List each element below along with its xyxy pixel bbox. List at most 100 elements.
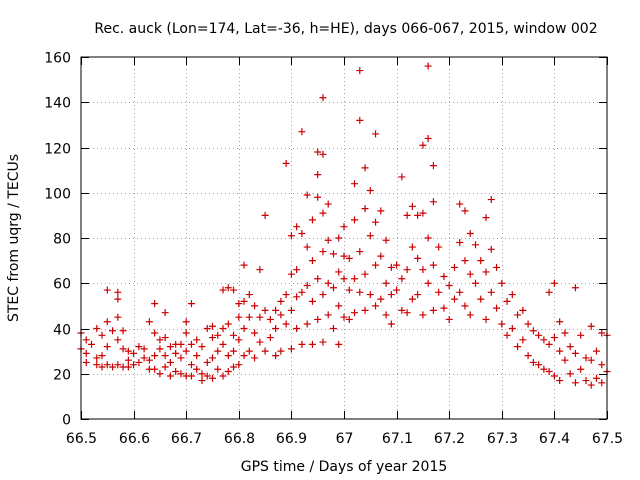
data-point xyxy=(503,331,511,339)
data-point xyxy=(414,211,422,219)
data-point xyxy=(298,229,306,237)
data-point xyxy=(535,361,543,369)
data-point xyxy=(324,311,332,319)
data-point xyxy=(177,370,185,378)
data-point xyxy=(429,198,437,206)
data-point xyxy=(351,275,359,283)
data-point xyxy=(361,270,369,278)
data-point xyxy=(361,306,369,314)
data-point xyxy=(151,300,159,308)
data-point xyxy=(372,218,380,226)
data-point xyxy=(535,331,543,339)
x-tick-label: 67 xyxy=(336,431,354,447)
data-point xyxy=(519,336,527,344)
data-point xyxy=(256,313,264,321)
data-point xyxy=(324,200,332,208)
data-point xyxy=(435,243,443,251)
data-point xyxy=(561,356,569,364)
data-point xyxy=(224,284,232,292)
data-point xyxy=(109,363,117,371)
data-point xyxy=(214,331,222,339)
data-point xyxy=(230,331,238,339)
data-point xyxy=(382,279,390,287)
data-point xyxy=(177,340,185,348)
data-point xyxy=(209,374,216,382)
data-point xyxy=(114,313,122,321)
y-tick-label: 160 xyxy=(44,51,71,67)
data-point xyxy=(445,282,453,290)
data-point xyxy=(324,279,332,287)
y-tick-label: 120 xyxy=(44,142,71,158)
data-point xyxy=(298,340,306,348)
data-point xyxy=(493,263,501,271)
data-point xyxy=(314,171,322,179)
data-point xyxy=(219,286,227,294)
data-point xyxy=(124,363,132,371)
data-point xyxy=(419,311,427,319)
data-point xyxy=(556,347,564,355)
data-point xyxy=(366,186,374,194)
data-point xyxy=(482,214,490,222)
data-point xyxy=(261,347,269,355)
data-point xyxy=(308,340,316,348)
data-point xyxy=(408,202,416,210)
data-point xyxy=(282,291,290,299)
data-point xyxy=(514,343,522,351)
data-point xyxy=(372,261,380,269)
data-point xyxy=(203,358,211,366)
data-point xyxy=(477,257,485,265)
x-tick-label: 67.1 xyxy=(382,431,413,447)
data-point xyxy=(235,336,243,344)
data-point xyxy=(103,343,111,351)
data-point xyxy=(187,361,195,369)
data-point xyxy=(314,148,322,156)
data-point xyxy=(130,361,138,369)
data-point xyxy=(161,352,169,360)
data-point xyxy=(366,291,374,299)
data-point xyxy=(456,288,464,296)
data-point xyxy=(187,372,195,380)
y-tick-label: 80 xyxy=(53,232,71,248)
data-point xyxy=(182,347,190,355)
data-point xyxy=(429,162,437,170)
data-point xyxy=(435,288,443,296)
data-point xyxy=(308,257,316,265)
data-point xyxy=(577,331,585,339)
y-tick-label: 140 xyxy=(44,96,71,112)
data-point xyxy=(340,223,348,231)
data-point xyxy=(161,334,169,342)
data-point xyxy=(466,311,474,319)
data-point xyxy=(519,306,527,314)
data-point xyxy=(429,306,437,314)
data-point xyxy=(335,268,343,276)
data-point xyxy=(151,329,159,337)
data-point xyxy=(424,279,432,287)
data-point xyxy=(103,318,111,326)
data-point xyxy=(298,128,306,136)
data-point xyxy=(277,297,285,305)
data-point xyxy=(424,134,432,142)
y-tick-label: 0 xyxy=(62,413,71,429)
data-point xyxy=(293,293,301,301)
data-point xyxy=(419,209,427,217)
x-tick-label: 67.2 xyxy=(434,431,465,447)
data-point xyxy=(382,311,390,319)
data-point xyxy=(545,367,553,375)
data-point xyxy=(592,347,600,355)
data-point xyxy=(408,243,416,251)
data-point xyxy=(345,286,353,294)
data-point xyxy=(193,336,201,344)
data-point xyxy=(487,245,495,253)
data-point xyxy=(566,343,574,351)
y-tick-label: 60 xyxy=(53,277,71,293)
data-point xyxy=(340,252,348,260)
data-point xyxy=(556,377,564,385)
data-point xyxy=(540,365,548,373)
data-point xyxy=(219,372,227,380)
data-point xyxy=(166,343,174,351)
data-point xyxy=(582,377,590,385)
data-point xyxy=(598,379,606,387)
data-point xyxy=(319,209,327,217)
data-point xyxy=(466,270,474,278)
data-point xyxy=(524,352,532,360)
